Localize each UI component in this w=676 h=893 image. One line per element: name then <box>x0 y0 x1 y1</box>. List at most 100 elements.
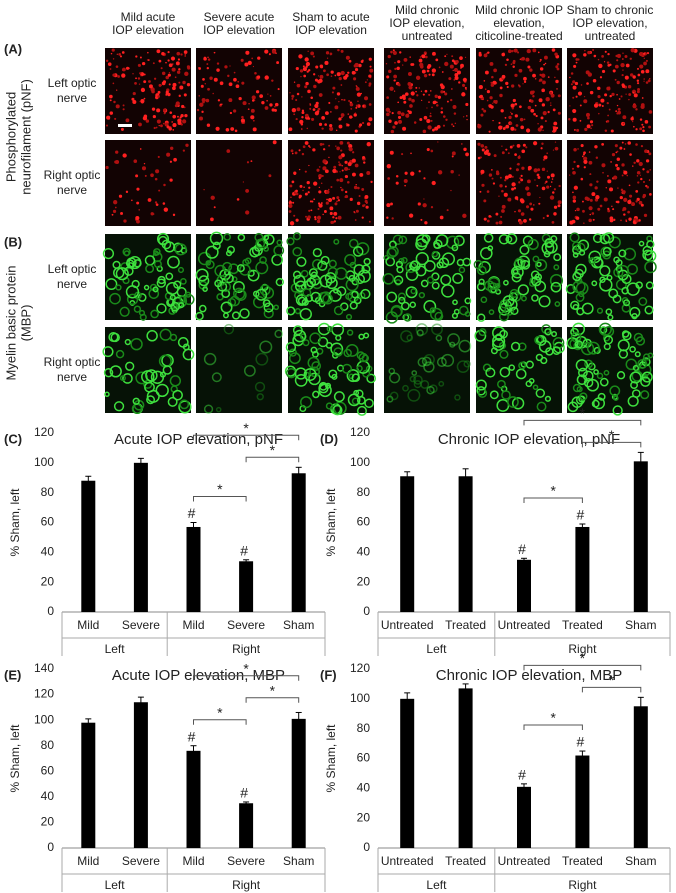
signal-dot <box>407 81 412 86</box>
signal-ring <box>153 260 162 269</box>
signal-dot <box>594 145 598 149</box>
signal-dot <box>304 192 308 196</box>
signal-ring <box>157 275 166 285</box>
signal-dot <box>486 90 491 94</box>
signal-dot <box>251 95 256 100</box>
signal-ring <box>223 233 232 241</box>
signal-dot <box>245 189 250 193</box>
signal-dot <box>398 119 403 124</box>
signal-dot <box>229 111 233 115</box>
signal-dot <box>345 55 350 60</box>
signal-ring <box>638 297 648 306</box>
signal-dot <box>628 184 631 187</box>
signal-dot <box>166 152 171 157</box>
signal-dot <box>184 53 187 56</box>
signal-dot <box>344 190 348 194</box>
signal-dot <box>339 141 344 145</box>
signal-dot <box>504 63 508 67</box>
signal-dot <box>387 54 391 59</box>
signal-dot <box>361 216 364 219</box>
signal-dot <box>318 203 323 208</box>
signal-dot <box>641 123 644 126</box>
comparison-bracket: * <box>581 672 642 693</box>
signal-dot <box>533 141 538 146</box>
signal-dot <box>572 53 577 58</box>
signal-dot <box>301 152 305 156</box>
signal-dot <box>455 59 459 64</box>
signal-ring <box>119 306 130 317</box>
signal-ring <box>294 280 307 293</box>
signal-dot <box>219 103 222 106</box>
micrograph <box>567 48 653 134</box>
signal-dot <box>644 149 648 153</box>
signal-ring <box>634 351 641 358</box>
signal-dot <box>322 159 327 164</box>
signal-ring <box>398 235 408 245</box>
signal-dot <box>439 83 444 87</box>
signal-dot <box>275 52 277 54</box>
signal-ring <box>575 263 587 276</box>
signal-dot <box>166 125 170 129</box>
signal-dot <box>646 170 650 174</box>
signal-dot <box>403 57 408 62</box>
signal-ring <box>431 281 440 290</box>
signal-ring <box>263 302 274 313</box>
signal-dot <box>165 93 168 96</box>
signal-ring <box>476 313 486 322</box>
signal-ring <box>480 296 488 304</box>
signal-dot <box>546 185 550 189</box>
signal-dot <box>598 63 603 69</box>
signal-dot <box>628 217 632 221</box>
bar <box>291 718 306 848</box>
signal-dot <box>646 185 650 189</box>
signal-dot <box>397 115 402 119</box>
signal-dot <box>179 85 184 90</box>
signal-dot <box>256 75 261 79</box>
signal-dot <box>330 70 334 74</box>
signal-dot <box>304 57 309 62</box>
signal-dot <box>298 54 303 59</box>
signal-dot <box>109 99 112 102</box>
signal-dot <box>392 125 396 129</box>
signal-dot <box>348 115 353 119</box>
signal-dot <box>454 73 459 77</box>
signal-dot <box>550 173 555 178</box>
signal-ring <box>158 235 168 246</box>
signal-ring <box>104 391 110 398</box>
signal-ring <box>409 301 417 308</box>
signal-dot <box>606 61 610 64</box>
signal-dot <box>113 200 118 205</box>
signal-dot <box>163 112 166 115</box>
signal-dot <box>591 212 595 215</box>
signal-dot <box>329 53 332 56</box>
signal-dot <box>621 141 624 144</box>
error-bar <box>137 696 144 708</box>
signal-dot <box>450 98 453 102</box>
signal-ring <box>478 278 485 285</box>
error-bar <box>579 750 586 761</box>
signal-ring <box>582 370 594 382</box>
signal-dot <box>355 85 357 87</box>
signal-dot <box>288 127 293 132</box>
signal-dot <box>167 59 170 62</box>
signal-dot <box>636 82 640 85</box>
signal-dot <box>606 102 609 105</box>
signal-dot <box>642 125 645 129</box>
signal-dot <box>303 74 307 78</box>
signal-dot <box>490 81 493 84</box>
signal-dot <box>119 55 123 58</box>
signal-ring <box>223 323 235 335</box>
signal-dot <box>269 103 273 107</box>
signal-dot <box>307 215 311 219</box>
signal-ring <box>621 303 631 313</box>
signal-dot <box>355 86 360 91</box>
signal-dot <box>643 61 647 66</box>
signal-dot <box>302 145 306 149</box>
signal-dot <box>363 204 366 206</box>
signal-ring <box>536 261 542 268</box>
signal-dot <box>601 69 606 74</box>
signal-dot <box>583 96 586 98</box>
signal-dot <box>646 51 650 55</box>
signal-ring <box>293 329 307 343</box>
signal-dot <box>410 91 415 96</box>
